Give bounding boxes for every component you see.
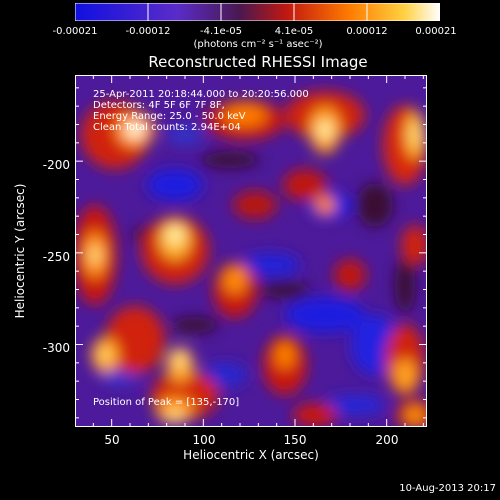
heatmap-region bbox=[200, 152, 260, 168]
y-tick-label: -300 bbox=[42, 341, 70, 355]
y-tick-label: -200 bbox=[42, 158, 70, 172]
heatmap-region bbox=[259, 282, 311, 298]
footer-timestamp: 10-Aug-2013 20:17 bbox=[399, 483, 496, 494]
heatmap-region bbox=[166, 225, 184, 245]
plot-area: 25-Apr-2011 20:18:44.000 to 20:20:56.000… bbox=[75, 75, 427, 427]
heatmap-region bbox=[166, 408, 184, 422]
colorbar-tick-label: -0.00021 bbox=[52, 26, 98, 37]
heatmap-region bbox=[293, 403, 337, 427]
annotation-detectors: Detectors: 4F 5F 6F 7F 8F, bbox=[93, 100, 225, 111]
heatmap-region bbox=[317, 120, 333, 140]
heatmap-region bbox=[147, 169, 203, 201]
heatmap-region bbox=[223, 103, 267, 127]
heatmap-image bbox=[75, 75, 427, 427]
colorbar bbox=[75, 3, 440, 21]
colorbar-tick-label: -4.1e-05 bbox=[200, 26, 242, 37]
heatmap-region bbox=[325, 395, 385, 415]
colorbar-tick-label: 0.00021 bbox=[415, 26, 457, 37]
heatmap-region bbox=[393, 359, 417, 391]
y-axis-label: Heliocentric Y (arcsec) bbox=[13, 183, 27, 319]
x-axis-label: Heliocentric X (arcsec) bbox=[183, 448, 319, 462]
heatmap-region bbox=[283, 169, 327, 201]
heatmap-region bbox=[395, 257, 415, 313]
heatmap-region bbox=[173, 351, 187, 369]
heatmap-region bbox=[357, 183, 393, 227]
colorbar-tick-label: -0.00012 bbox=[125, 26, 171, 37]
heatmap-region bbox=[405, 405, 425, 425]
heatmap-region bbox=[275, 341, 295, 369]
heatmap-region bbox=[401, 225, 427, 265]
y-tick-label: -250 bbox=[42, 250, 70, 264]
chart-title: Reconstructed RHESSI Image bbox=[148, 53, 368, 71]
annotation-time: 25-Apr-2011 20:18:44.000 to 20:20:56.000 bbox=[93, 89, 309, 100]
heatmap-region bbox=[334, 259, 366, 291]
x-tick-label: 200 bbox=[375, 433, 399, 447]
heatmap-region bbox=[233, 191, 277, 219]
x-tick-label: 150 bbox=[283, 433, 307, 447]
heatmap-region bbox=[167, 125, 203, 145]
x-tick-label: 100 bbox=[192, 433, 216, 447]
heatmap-region bbox=[99, 347, 111, 363]
colorbar-unit-label: (photons cm⁻² s⁻¹ asec⁻²) bbox=[193, 39, 323, 50]
heatmap-region bbox=[223, 266, 247, 294]
heatmap-region bbox=[410, 123, 420, 147]
colorbar-tick-label: 0.00012 bbox=[346, 26, 388, 37]
colorbar-tick-label: 4.1e-05 bbox=[274, 26, 314, 37]
heatmap-region bbox=[89, 245, 101, 265]
heatmap-region bbox=[105, 306, 165, 374]
annotation-counts: Clean Total counts: 2.94E+04 bbox=[93, 122, 241, 133]
heatmap-region bbox=[240, 253, 300, 277]
heatmap-region bbox=[125, 122, 145, 138]
x-tick-label: 50 bbox=[104, 433, 120, 447]
heatmap-region bbox=[171, 317, 219, 333]
peak-position-label: Position of Peak = [135,-170] bbox=[93, 397, 240, 408]
heatmap-region bbox=[285, 297, 365, 333]
heatmap-region bbox=[315, 195, 335, 215]
annotation-energy: Energy Range: 25.0 - 50.0 keV bbox=[93, 111, 246, 122]
heatmap-region bbox=[203, 363, 247, 387]
